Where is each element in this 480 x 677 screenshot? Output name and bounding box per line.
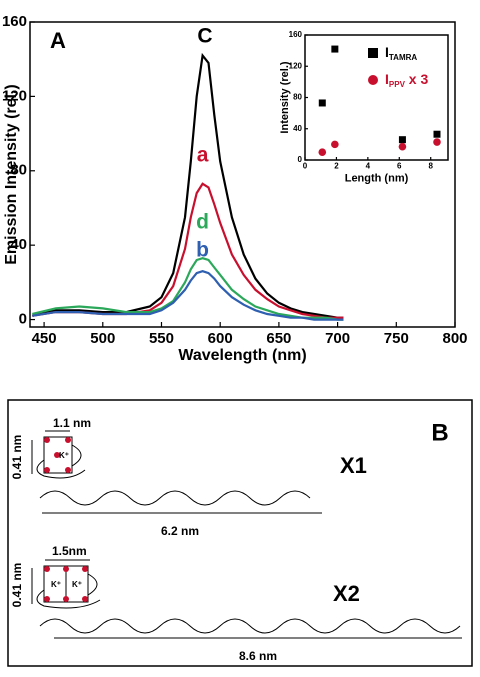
legend-marker: [368, 48, 378, 58]
line: [32, 182, 344, 319]
length-label: 8.6 nm: [239, 649, 277, 663]
point: [331, 45, 339, 53]
point: [318, 148, 327, 156]
x-tick-label: 450: [32, 330, 57, 347]
ion-label: K⁺: [72, 580, 82, 589]
x-tick-label: 8: [428, 162, 433, 171]
width-label: 1.1 nm: [53, 416, 91, 430]
line-label: a: [197, 143, 209, 166]
line-label: b: [196, 238, 209, 261]
backbone-wave: [39, 490, 311, 506]
x-tick-label: 500: [90, 330, 115, 347]
x-axis-label: Length (nm): [345, 172, 409, 184]
x-tick-label: 650: [266, 330, 291, 347]
y-tick-label: 0: [19, 311, 27, 328]
y-tick-label: 80: [293, 93, 302, 102]
point: [398, 136, 406, 144]
line-label: C: [197, 24, 212, 47]
point: [331, 140, 339, 149]
point: [398, 142, 407, 151]
line-label: d: [196, 210, 209, 233]
construct-name: X2: [333, 581, 360, 606]
y-tick-label: 40: [293, 124, 302, 133]
length-label: 6.2 nm: [161, 524, 199, 538]
legend-marker: [368, 75, 378, 85]
quadruplex: [43, 436, 73, 474]
y-tick-label: 0: [298, 155, 303, 164]
x-tick-label: 800: [442, 330, 467, 347]
x-tick-label: 750: [384, 330, 409, 347]
panel-frame: [7, 399, 473, 667]
height-label: 0.41 nm: [10, 563, 24, 608]
y-tick-label: 80: [10, 162, 27, 179]
legend-subscript: PPV: [389, 80, 406, 89]
y-axis-label: Intensity (rel.): [279, 61, 291, 133]
x-tick-label: 6: [397, 162, 402, 171]
x-tick-label: 0: [303, 162, 308, 171]
legend-entry: IPPV x 3: [385, 71, 428, 89]
y-tick-label: 160: [2, 13, 27, 30]
molecule-x2: [31, 559, 462, 639]
molecule-x1: [31, 430, 322, 514]
legend-subscript: TAMRA: [389, 53, 418, 62]
line: [32, 270, 344, 321]
height-label: 0.41 nm: [10, 435, 24, 480]
legend-suffix: x 3: [405, 71, 429, 87]
x-tick-label: 550: [149, 330, 174, 347]
panel-label: A: [50, 28, 66, 53]
legend-entry: ITAMRA: [385, 44, 417, 62]
loop: [36, 444, 86, 479]
construct-name: X1: [340, 453, 367, 478]
x-axis-label: Wavelength (nm): [178, 347, 306, 364]
point: [433, 138, 441, 146]
y-tick-label: 120: [2, 87, 27, 104]
ion-label: K⁺: [51, 580, 61, 589]
backbone-wave: [39, 618, 461, 634]
plot-frame: [29, 21, 456, 328]
y-tick-label: 120: [289, 61, 303, 70]
width-label: 1.5nm: [52, 544, 87, 558]
x-tick-label: 600: [208, 330, 233, 347]
x-tick-label: 700: [325, 330, 350, 347]
point: [433, 130, 441, 138]
x-tick-label: 4: [366, 162, 371, 171]
y-tick-label: 160: [289, 30, 303, 39]
y-axis-label: Emission Intensity (rel.): [3, 84, 20, 264]
loop: [36, 573, 101, 609]
point: [318, 99, 326, 107]
ion-label: K⁺: [59, 451, 69, 460]
y-tick-label: 40: [10, 236, 27, 253]
legend-name: I: [385, 71, 389, 87]
legend-name: I: [385, 44, 389, 60]
panel-label: B: [431, 419, 448, 446]
x-tick-label: 2: [334, 162, 339, 171]
